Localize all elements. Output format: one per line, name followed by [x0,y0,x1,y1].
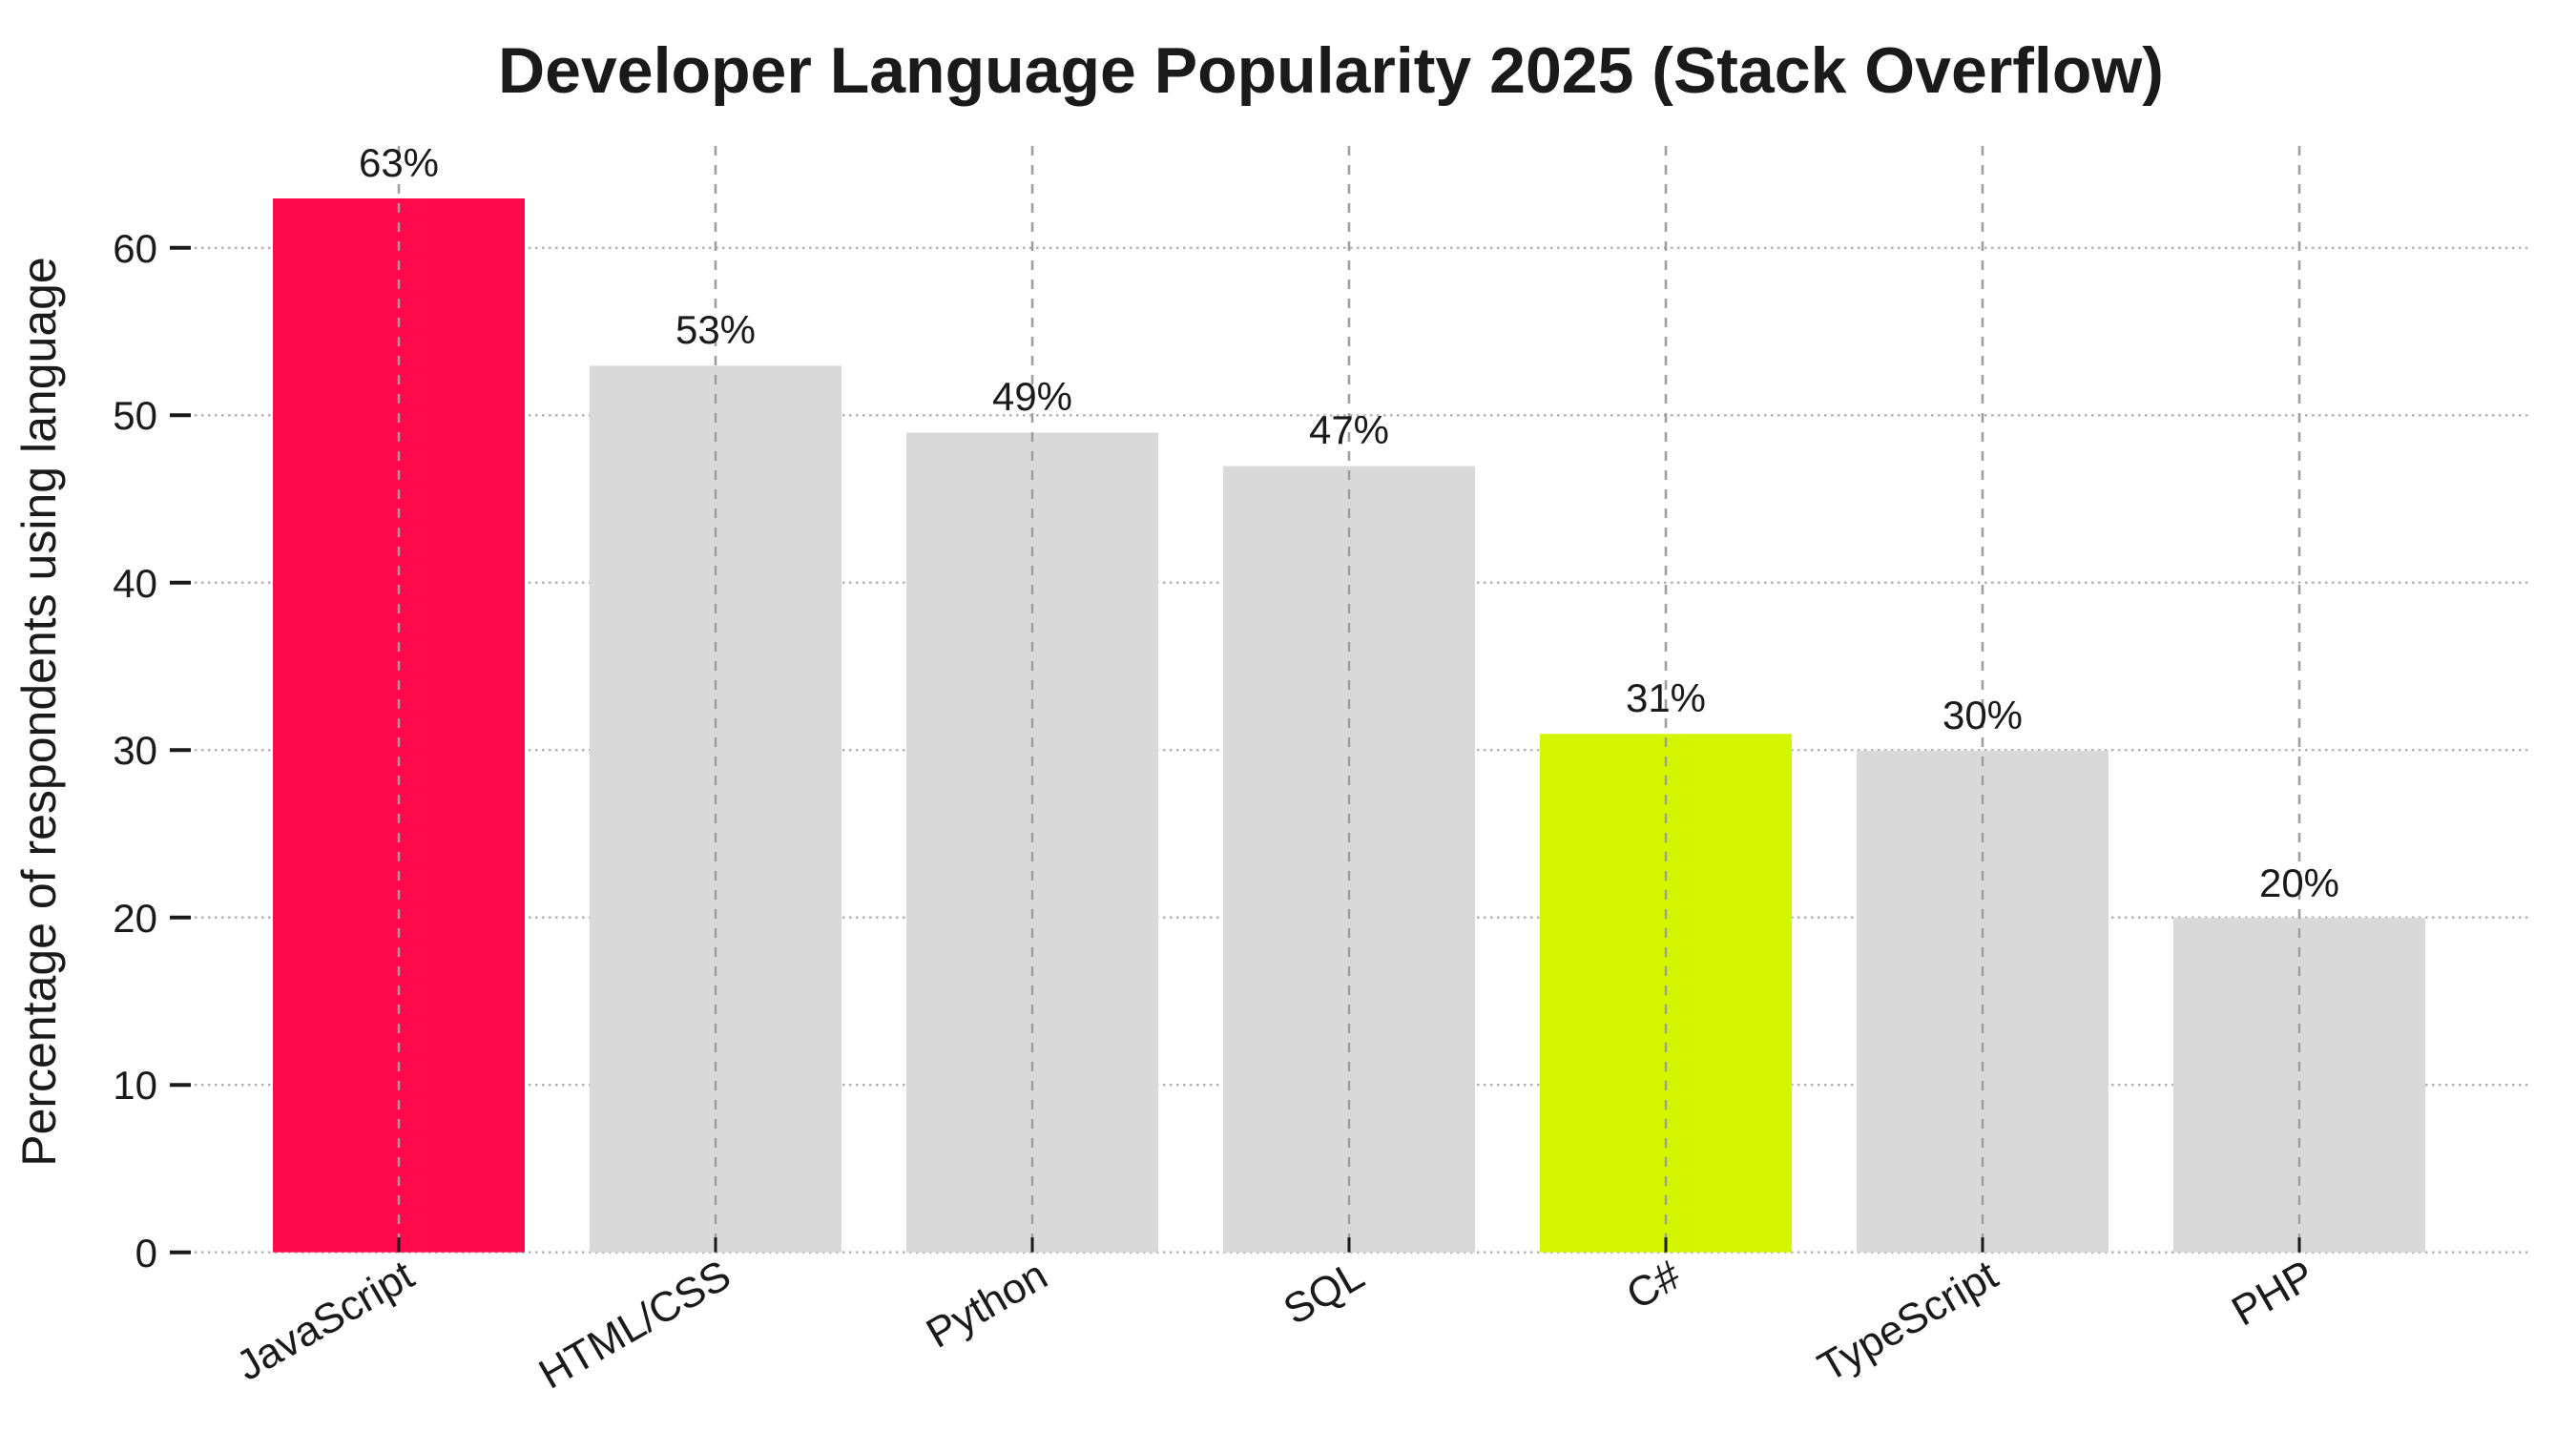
svg-text:30%: 30% [1942,693,2023,737]
svg-text:Developer Language Popularity: Developer Language Popularity 2025 (Stac… [498,34,2164,107]
svg-text:49%: 49% [992,374,1072,419]
svg-text:20: 20 [113,896,157,941]
svg-text:50: 50 [113,393,157,438]
svg-text:30: 30 [113,728,157,773]
svg-text:0: 0 [135,1231,157,1275]
svg-text:20%: 20% [2259,861,2339,905]
svg-text:63%: 63% [359,140,439,185]
svg-text:31%: 31% [1626,675,1706,720]
svg-text:53%: 53% [675,307,756,352]
svg-text:60: 60 [113,226,157,271]
svg-text:40: 40 [113,561,157,606]
svg-text:10: 10 [113,1063,157,1108]
svg-text:47%: 47% [1309,407,1389,452]
svg-text:Percentage of respondents usin: Percentage of respondents using language [12,257,66,1167]
